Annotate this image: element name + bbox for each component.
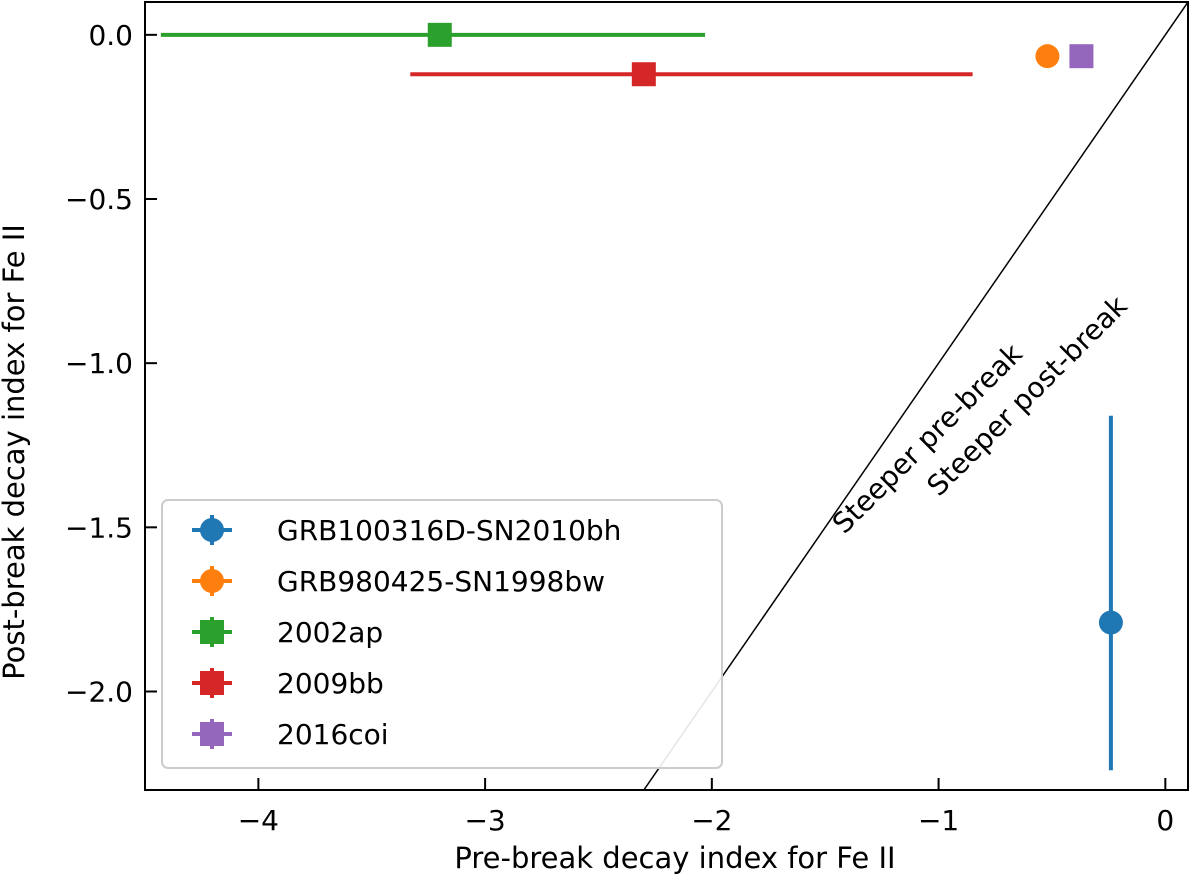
x-tick-label: −3 xyxy=(464,804,505,837)
series-GRB100316D-SN2010bh xyxy=(1098,415,1123,771)
data-point xyxy=(1069,44,1094,69)
legend-label: GRB100316D-SN2010bh xyxy=(277,514,621,547)
y-tick-label: −1.0 xyxy=(65,347,133,380)
series-layer xyxy=(160,22,1123,771)
x-tick-label: −4 xyxy=(238,804,279,837)
series-GRB980425-SN1998bw xyxy=(1035,44,1060,69)
legend-marker xyxy=(200,518,224,542)
reference-line xyxy=(643,2,1188,790)
reference-line-layer xyxy=(643,2,1188,790)
legend-label: GRB980425-SN1998bw xyxy=(277,565,605,598)
legend-label: 2002ap xyxy=(277,616,383,649)
data-point xyxy=(631,62,656,87)
y-tick-label: −0.5 xyxy=(65,183,133,216)
x-tick-label: −2 xyxy=(691,804,732,837)
series-2016coi xyxy=(1069,44,1094,69)
legend-marker xyxy=(200,569,224,593)
plot-frame xyxy=(144,1,1189,791)
legend-item: GRB100316D-SN2010bh xyxy=(192,514,621,547)
legend-item: 2016coi xyxy=(192,718,389,751)
y-tick-label: 0.0 xyxy=(88,19,133,52)
legend-label: 2009bb xyxy=(277,667,384,700)
legend-label: 2016coi xyxy=(277,718,389,751)
series-2009bb xyxy=(410,62,973,87)
legend-marker xyxy=(200,722,224,746)
y-axis-label: Post-break decay index for Fe II xyxy=(0,224,31,680)
series-2002ap xyxy=(160,22,706,47)
legend-marker xyxy=(200,671,224,695)
axes: −4 −3 −2 −1 0 0.0 −0.5 −1.0 −1.5 −2.0 xyxy=(65,1,1189,837)
legend-box xyxy=(161,499,723,769)
x-axis-label: Pre-break decay index for Fe II xyxy=(454,841,895,875)
x-tick-label: −1 xyxy=(918,804,959,837)
data-point xyxy=(1035,44,1060,69)
data-point xyxy=(427,22,452,47)
x-tick-label: 0 xyxy=(1156,804,1174,837)
y-tick-label: −1.5 xyxy=(65,511,133,544)
legend-marker xyxy=(200,620,224,644)
y-tick-label: −2.0 xyxy=(65,676,133,709)
legend-item: GRB980425-SN1998bw xyxy=(192,565,605,598)
legend-item: 2009bb xyxy=(192,667,384,700)
data-point xyxy=(1098,610,1123,635)
legend: GRB100316D-SN2010bh GRB980425-SN1998bw 200… xyxy=(161,499,723,769)
legend-item: 2002ap xyxy=(192,616,383,649)
